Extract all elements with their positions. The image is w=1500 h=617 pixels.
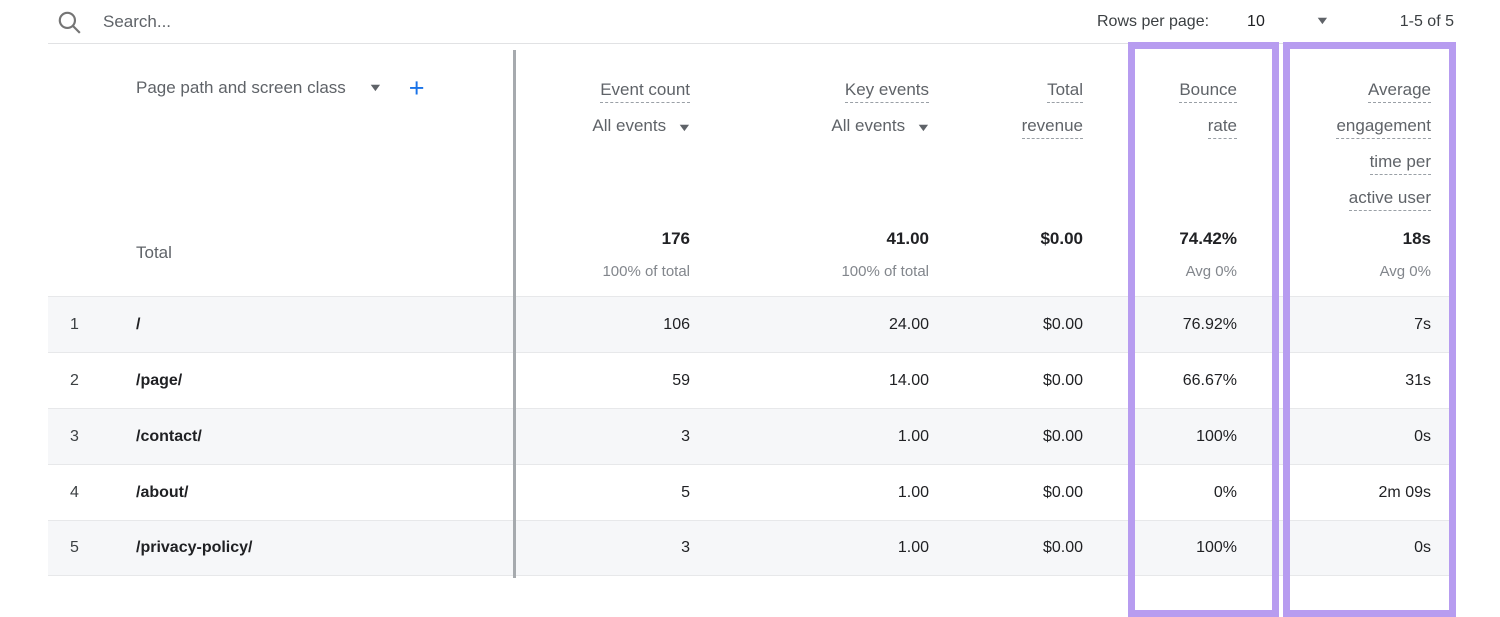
totals-key-events: 41.00 100% of total <box>739 228 929 283</box>
avg-engagement-cell: 0s <box>1414 427 1431 445</box>
total-revenue-cell: $0.00 <box>1042 315 1083 333</box>
totals-avg-engagement-subtext: Avg 0% <box>1379 263 1431 280</box>
rows-per-page-value[interactable]: 10 <box>1247 12 1265 30</box>
key-events-cell: 24.00 <box>888 315 929 333</box>
table-toolbar: Rows per page: 10 ▼ 1-5 of 5 <box>48 0 1456 44</box>
totals-bounce-rate-subtext: Avg 0% <box>1185 263 1237 280</box>
total-revenue-cell: $0.00 <box>1042 427 1083 445</box>
table-row: 3 /contact/ 3 1.00 $0.00 100% 0s <box>48 408 1456 464</box>
event-count-cell: 59 <box>672 371 690 389</box>
totals-bounce-rate-value: 74.42% <box>1179 229 1237 248</box>
dimension-header-label: Page path and screen class <box>136 78 346 97</box>
dimension-caret-icon[interactable]: ▼ <box>367 81 384 94</box>
event-count-filter-dropdown[interactable]: All events ▼ <box>500 110 693 141</box>
dimension-header[interactable]: Page path and screen class ▼ + <box>136 73 425 103</box>
totals-event-count-value: 176 <box>661 229 690 248</box>
bounce-rate-cell: 66.67% <box>1182 371 1237 389</box>
table-row: 4 /about/ 5 1.00 $0.00 0% 2m 09s <box>48 464 1456 520</box>
total-revenue-header-line2: revenue <box>1021 115 1083 139</box>
search-field[interactable] <box>48 9 1097 35</box>
bounce-rate-cell: 100% <box>1196 539 1237 556</box>
avg-engagement-cell: 31s <box>1405 371 1431 389</box>
bounce-rate-cell: 100% <box>1196 427 1237 445</box>
event-count-cell: 3 <box>681 539 690 556</box>
row-number: 4 <box>70 483 79 501</box>
event-count-cell: 3 <box>681 427 690 445</box>
totals-key-events-subtext: 100% of total <box>841 263 929 280</box>
key-events-cell: 1.00 <box>897 483 929 501</box>
avg-engagement-header-line1: Average <box>1367 79 1431 103</box>
column-header-bounce-rate[interactable]: Bounce rate <box>1107 74 1237 146</box>
column-header-total-revenue[interactable]: Total revenue <box>933 74 1083 146</box>
column-header-event-count: Event count All events ▼ <box>500 74 693 141</box>
key-events-filter-caret-icon: ▼ <box>915 122 932 134</box>
bounce-rate-header-line2: rate <box>1207 115 1237 139</box>
key-events-header-label[interactable]: Key events <box>844 79 929 103</box>
totals-bounce-rate: 74.42% Avg 0% <box>1107 228 1237 283</box>
search-icon <box>58 11 81 34</box>
bounce-rate-cell: 76.92% <box>1182 315 1237 333</box>
table-body: 1 / 106 24.00 $0.00 76.92% 7s 2 /page/ 5… <box>48 296 1456 576</box>
table-row: 5 /privacy-policy/ 3 1.00 $0.00 100% 0s <box>48 520 1456 576</box>
avg-engagement-header-line2: engagement <box>1336 115 1431 139</box>
bounce-rate-header-line1: Bounce <box>1179 79 1237 103</box>
key-events-cell: 1.00 <box>897 427 929 445</box>
event-count-filter-caret-icon: ▼ <box>676 122 693 134</box>
row-number: 2 <box>70 371 79 389</box>
totals-total-revenue-value: $0.00 <box>1040 229 1083 248</box>
row-number: 3 <box>70 427 79 445</box>
avg-engagement-cell: 7s <box>1414 315 1431 333</box>
key-events-cell: 14.00 <box>888 371 929 389</box>
avg-engagement-cell: 0s <box>1414 539 1431 556</box>
bounce-rate-cell: 0% <box>1213 483 1237 501</box>
pagination-range: 1-5 of 5 <box>1399 12 1454 30</box>
pagination-controls: Rows per page: 10 ▼ 1-5 of 5 <box>1097 13 1456 31</box>
key-events-filter-label: All events <box>831 116 906 135</box>
avg-engagement-cell: 2m 09s <box>1378 483 1431 501</box>
totals-avg-engagement-value: 18s <box>1402 229 1431 248</box>
page-path-cell: /page/ <box>136 371 183 389</box>
row-number: 5 <box>70 539 79 556</box>
table-row: 2 /page/ 59 14.00 $0.00 66.67% 31s <box>48 352 1456 408</box>
page-path-cell: / <box>136 315 141 333</box>
rows-per-page-label: Rows per page: <box>1096 12 1210 30</box>
total-revenue-cell: $0.00 <box>1042 539 1083 556</box>
event-count-filter-label: All events <box>592 116 667 135</box>
total-revenue-cell: $0.00 <box>1042 371 1083 389</box>
key-events-filter-dropdown[interactable]: All events ▼ <box>739 110 932 141</box>
table-row: 1 / 106 24.00 $0.00 76.92% 7s <box>48 296 1456 352</box>
column-header-key-events: Key events All events ▼ <box>739 74 932 141</box>
page-path-cell: /about/ <box>136 483 189 501</box>
page-path-cell: /privacy-policy/ <box>136 539 253 556</box>
key-events-cell: 1.00 <box>897 539 929 556</box>
page-path-cell: /contact/ <box>136 427 202 445</box>
event-count-header-label[interactable]: Event count <box>600 79 690 103</box>
row-number: 1 <box>70 315 79 333</box>
search-input[interactable] <box>103 11 523 32</box>
totals-event-count: 176 100% of total <box>500 228 690 283</box>
totals-row-label: Total <box>136 243 172 262</box>
event-count-cell: 106 <box>663 315 690 333</box>
totals-event-count-subtext: 100% of total <box>602 263 690 280</box>
dimension-metrics-divider <box>513 50 516 578</box>
add-dimension-button[interactable]: + <box>408 73 425 103</box>
event-count-cell: 5 <box>681 483 690 501</box>
rows-per-page-caret-icon[interactable]: ▼ <box>1314 15 1331 27</box>
total-revenue-header-line1: Total <box>1047 79 1083 103</box>
totals-key-events-value: 41.00 <box>886 229 929 248</box>
column-header-avg-engagement[interactable]: Average engagement time per active user <box>1291 74 1431 218</box>
totals-total-revenue: $0.00 <box>933 228 1083 261</box>
total-revenue-cell: $0.00 <box>1042 483 1083 501</box>
avg-engagement-header-line4: active user <box>1348 187 1431 211</box>
avg-engagement-header-line3: time per <box>1369 151 1431 175</box>
totals-avg-engagement: 18s Avg 0% <box>1291 228 1431 283</box>
